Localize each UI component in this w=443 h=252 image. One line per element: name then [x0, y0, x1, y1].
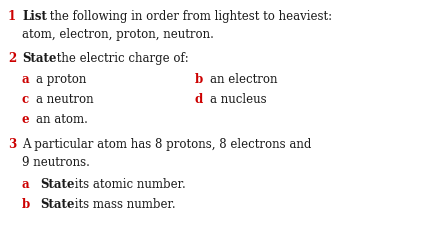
- Text: A particular atom has 8 protons, 8 electrons and: A particular atom has 8 protons, 8 elect…: [22, 137, 311, 150]
- Text: List: List: [22, 10, 47, 23]
- Text: a: a: [22, 73, 30, 86]
- Text: 1: 1: [8, 10, 16, 23]
- Text: c: c: [22, 93, 29, 106]
- Text: the following in order from lightest to heaviest:: the following in order from lightest to …: [46, 10, 332, 23]
- Text: 2: 2: [8, 52, 16, 65]
- Text: a: a: [22, 177, 30, 190]
- Text: e: e: [22, 113, 30, 125]
- Text: a nucleus: a nucleus: [210, 93, 267, 106]
- Text: atom, electron, proton, neutron.: atom, electron, proton, neutron.: [22, 28, 214, 41]
- Text: an electron: an electron: [210, 73, 277, 86]
- Text: 9 neutrons.: 9 neutrons.: [22, 155, 90, 168]
- Text: b: b: [195, 73, 203, 86]
- Text: b: b: [22, 197, 30, 210]
- Text: its atomic number.: its atomic number.: [71, 177, 186, 190]
- Text: its mass number.: its mass number.: [71, 197, 175, 210]
- Text: State: State: [40, 177, 74, 190]
- Text: d: d: [195, 93, 203, 106]
- Text: a proton: a proton: [36, 73, 86, 86]
- Text: State: State: [40, 197, 74, 210]
- Text: the electric charge of:: the electric charge of:: [53, 52, 189, 65]
- Text: State: State: [22, 52, 57, 65]
- Text: an atom.: an atom.: [36, 113, 88, 125]
- Text: 3: 3: [8, 137, 16, 150]
- Text: a neutron: a neutron: [36, 93, 93, 106]
